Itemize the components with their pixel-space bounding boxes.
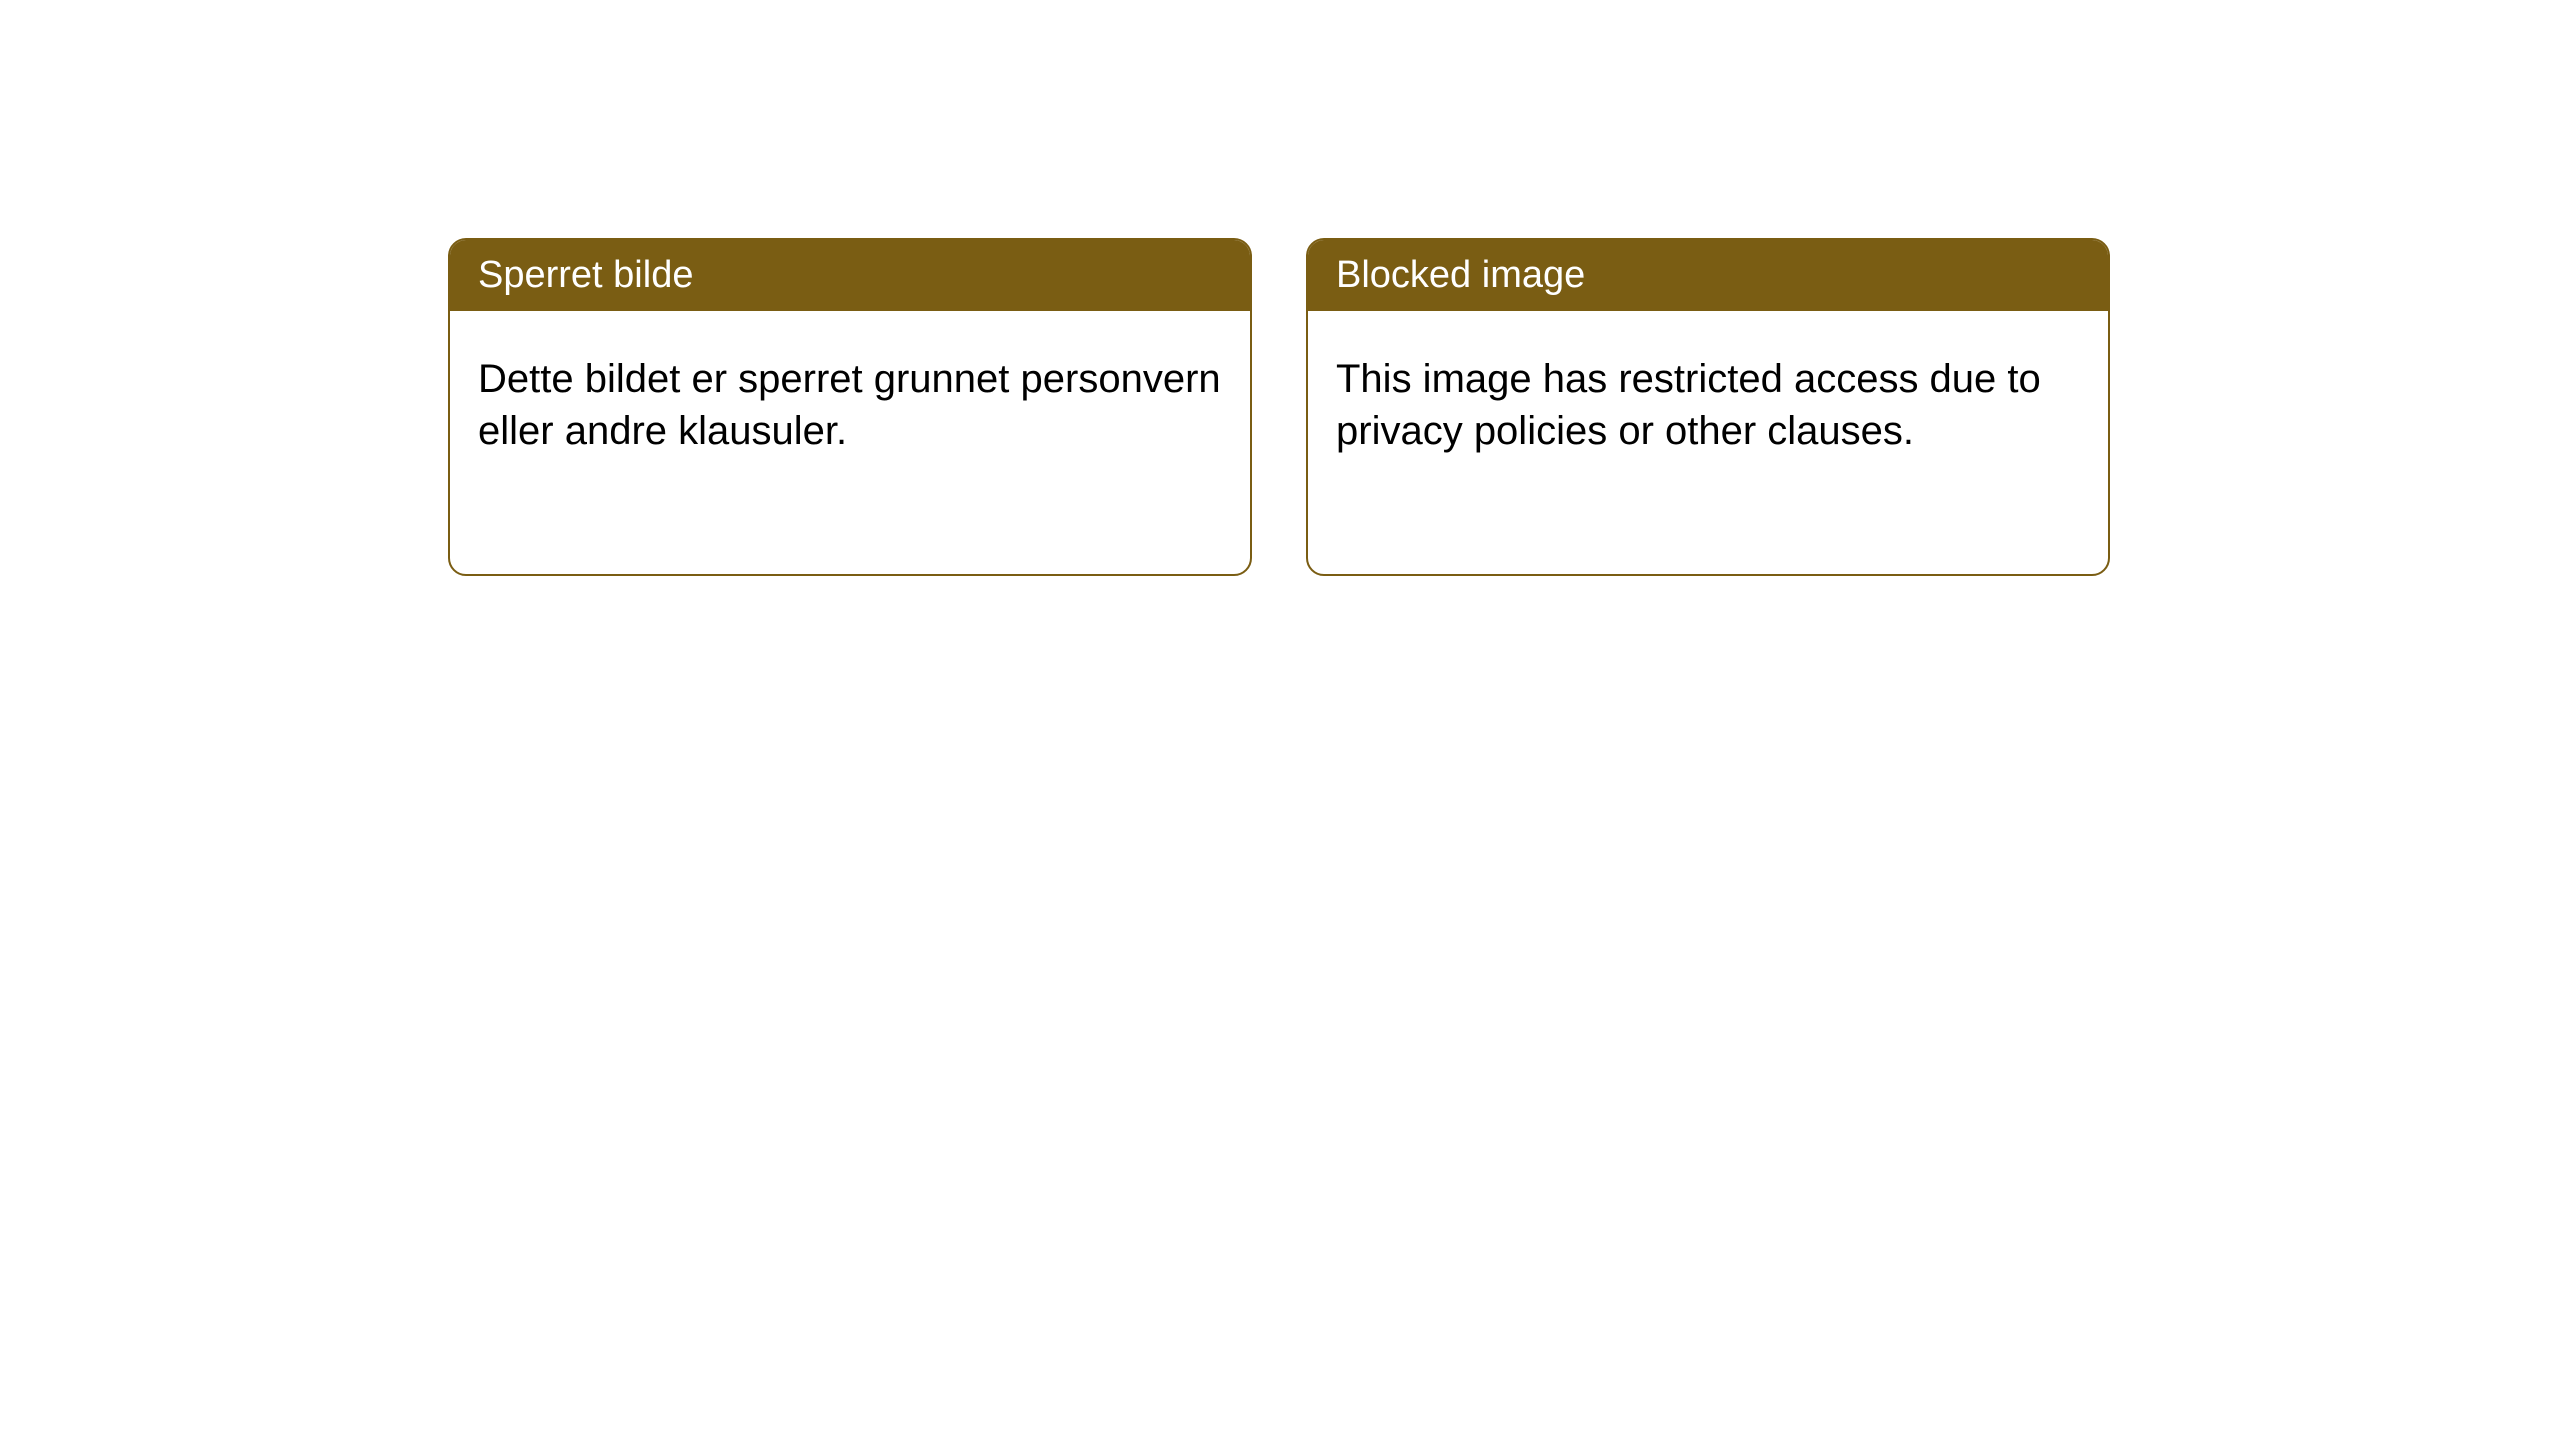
cards-container: Sperret bilde Dette bildet er sperret gr… bbox=[448, 238, 2110, 576]
card-body-english: This image has restricted access due to … bbox=[1308, 311, 2108, 499]
card-norwegian: Sperret bilde Dette bildet er sperret gr… bbox=[448, 238, 1252, 576]
card-body-norwegian: Dette bildet er sperret grunnet personve… bbox=[450, 311, 1250, 499]
card-english: Blocked image This image has restricted … bbox=[1306, 238, 2110, 576]
card-message-norwegian: Dette bildet er sperret grunnet personve… bbox=[478, 357, 1221, 453]
card-title-norwegian: Sperret bilde bbox=[478, 254, 693, 296]
card-header-norwegian: Sperret bilde bbox=[450, 240, 1250, 311]
card-title-english: Blocked image bbox=[1336, 254, 1585, 296]
card-header-english: Blocked image bbox=[1308, 240, 2108, 311]
card-message-english: This image has restricted access due to … bbox=[1336, 357, 2041, 453]
